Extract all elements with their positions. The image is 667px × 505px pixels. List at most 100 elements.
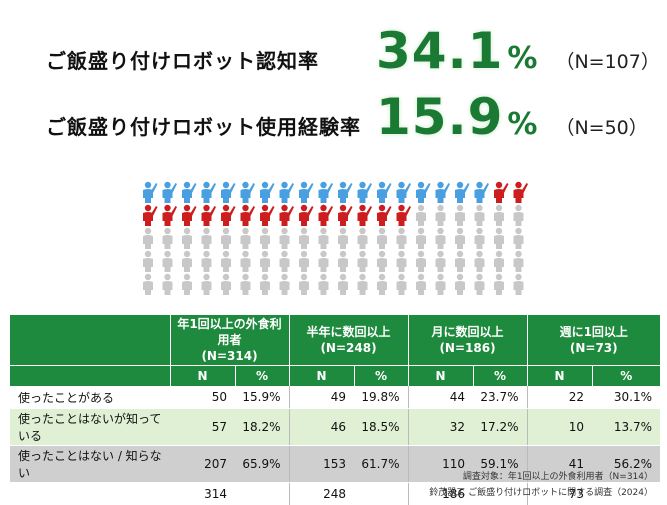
person-icon — [436, 182, 451, 203]
person-icon — [358, 205, 373, 226]
person-icon — [436, 228, 446, 249]
person-icon — [280, 251, 290, 272]
person-icon — [182, 182, 197, 203]
person-icon — [397, 274, 407, 295]
awareness-value: 34.1 — [376, 22, 503, 80]
person-icon — [319, 251, 329, 272]
person-icon — [299, 274, 309, 295]
person-icon — [436, 205, 446, 226]
person-icon — [260, 274, 270, 295]
cell-n: 153 — [289, 446, 354, 483]
cell-pct: 65.9% — [235, 446, 289, 483]
person-icon — [260, 228, 270, 249]
person-icon — [475, 251, 485, 272]
person-icon — [338, 205, 353, 226]
experience-n: （N=50） — [555, 113, 647, 140]
person-icon — [241, 205, 256, 226]
person-icon — [377, 205, 392, 226]
total-n: 314 — [170, 483, 235, 505]
person-icon — [475, 274, 485, 295]
person-icon — [397, 251, 407, 272]
cell-pct: 17.2% — [473, 409, 527, 446]
cell-pct: 15.9% — [235, 386, 289, 409]
person-icon — [299, 205, 314, 226]
person-icon — [514, 182, 529, 203]
cell-pct: 19.8% — [354, 386, 408, 409]
person-icon — [397, 228, 407, 249]
person-icon — [455, 205, 465, 226]
person-icon — [377, 274, 387, 295]
person-icon — [163, 205, 178, 226]
person-icon — [182, 228, 192, 249]
person-icon — [280, 228, 290, 249]
person-icon — [241, 251, 251, 272]
person-icon — [455, 274, 465, 295]
experience-stat: ご飯盛り付けロボット使用経験率 15.9 % （N=50） — [46, 88, 648, 146]
table-row: 使ったことがある 50 15.9% 49 19.8% 44 23.7% 22 3… — [10, 386, 660, 409]
person-icon — [377, 182, 392, 203]
col-header-2: 半年に数回以上 (N=248) — [289, 315, 408, 366]
survey-source-note: 鈴茂器工 ご飯盛り付けロボットに関する調査（2024） — [429, 485, 653, 498]
people-pictogram — [138, 178, 528, 298]
person-icon — [358, 228, 368, 249]
person-icon — [416, 228, 426, 249]
person-icon — [241, 274, 251, 295]
subheader-pct: % — [354, 366, 408, 387]
cell-n: 10 — [527, 409, 592, 446]
subheader-pct: % — [473, 366, 527, 387]
subheader-n: N — [527, 366, 592, 387]
person-icon — [397, 182, 412, 203]
person-icon — [397, 205, 412, 226]
experience-value: 15.9 — [376, 88, 503, 146]
person-icon — [455, 228, 465, 249]
col-n-4: (N=73) — [529, 340, 660, 356]
cell-pct: 30.1% — [592, 386, 660, 409]
person-icon — [319, 274, 329, 295]
person-icon — [514, 228, 524, 249]
totals-label-blank — [10, 483, 170, 505]
awareness-label: ご飯盛り付けロボット認知率 — [46, 45, 376, 74]
col-n-3: (N=186) — [410, 340, 526, 356]
col-header-3: 月に数回以上 (N=186) — [408, 315, 527, 366]
person-icon — [260, 205, 275, 226]
person-icon — [299, 228, 309, 249]
person-icon — [182, 251, 192, 272]
person-icon — [514, 205, 524, 226]
person-icon — [514, 274, 524, 295]
person-icon — [455, 251, 465, 272]
cell-n: 49 — [289, 386, 354, 409]
person-icon — [416, 205, 426, 226]
person-icon — [475, 182, 490, 203]
person-icon — [221, 182, 236, 203]
person-icon — [143, 274, 153, 295]
person-icon — [436, 251, 446, 272]
person-icon — [163, 182, 178, 203]
col-title-3: 月に数回以上 — [410, 324, 526, 340]
person-icon — [260, 182, 275, 203]
person-icon — [494, 251, 504, 272]
col-title-2: 半年に数回以上 — [291, 324, 407, 340]
person-icon — [299, 182, 314, 203]
person-icon — [143, 228, 153, 249]
total-blank — [354, 483, 408, 505]
cell-n: 46 — [289, 409, 354, 446]
cell-pct: 13.7% — [592, 409, 660, 446]
subheader-n: N — [289, 366, 354, 387]
person-icon — [494, 228, 504, 249]
row-label: 使ったことはないが知っている — [10, 409, 170, 446]
cell-pct: 18.5% — [354, 409, 408, 446]
col-title-1: 年1回以上の外食利用者 — [172, 316, 288, 348]
person-icon — [338, 274, 348, 295]
person-icon — [319, 228, 329, 249]
person-icon — [241, 228, 251, 249]
person-icon — [163, 251, 173, 272]
cell-n: 44 — [408, 386, 473, 409]
person-icon — [416, 251, 426, 272]
cell-n: 22 — [527, 386, 592, 409]
subheader-blank — [10, 366, 170, 387]
subheader-n: N — [170, 366, 235, 387]
person-icon — [338, 251, 348, 272]
person-icon — [475, 205, 485, 226]
person-icon — [241, 182, 256, 203]
person-icon — [163, 274, 173, 295]
